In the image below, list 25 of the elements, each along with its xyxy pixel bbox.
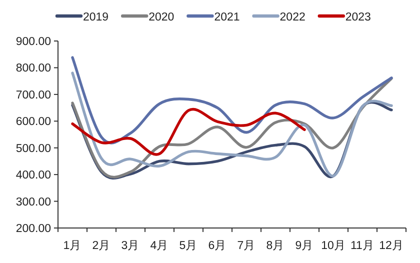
x-tick-label: 5月 [179, 239, 198, 252]
x-tick-label: 11月 [350, 239, 374, 252]
x-tick-label: 10月 [321, 239, 346, 252]
y-tick-label: 300.00 [16, 196, 51, 208]
x-tick-label: 9月 [295, 239, 314, 252]
y-tick-label: 900.00 [16, 36, 51, 48]
y-tick-label: 800.00 [16, 62, 51, 75]
x-tick-label: 8月 [266, 239, 285, 252]
legend-label: 2019 [83, 12, 109, 24]
x-tick-label: 4月 [150, 239, 169, 252]
y-tick-label: 600.00 [16, 116, 51, 128]
y-tick-label: 500.00 [16, 142, 51, 155]
legend-label: 2022 [280, 12, 306, 24]
y-tick-label: 200.00 [16, 223, 51, 235]
legend-label: 2023 [345, 12, 371, 24]
x-tick-label: 6月 [208, 239, 227, 252]
x-tick-label: 12月 [379, 239, 404, 252]
legend-label: 2021 [214, 12, 240, 24]
legend-label: 2020 [148, 12, 174, 24]
y-tick-label: 400.00 [16, 170, 51, 182]
x-tick-label: 3月 [121, 239, 140, 252]
x-tick-label: 1月 [63, 239, 82, 252]
x-tick-label: 7月 [237, 239, 256, 252]
x-tick-label: 2月 [92, 239, 111, 252]
y-tick-label: 700.00 [16, 89, 51, 102]
